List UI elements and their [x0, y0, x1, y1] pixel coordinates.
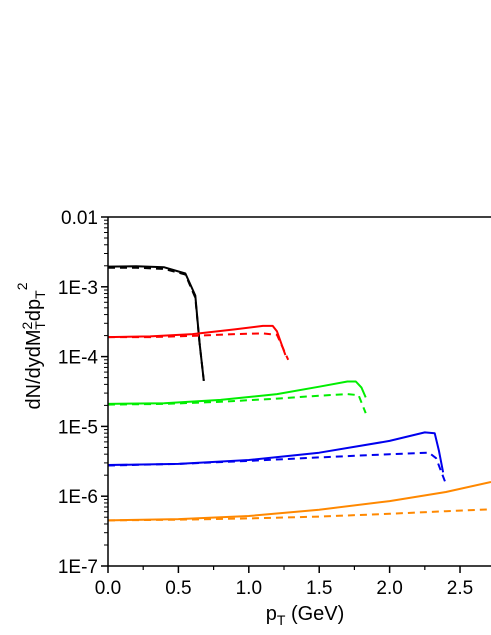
x-tick-label-3: 1.5 [306, 578, 332, 599]
series-line-8 [107, 481, 491, 522]
y-tick-label-2: 1E-4 [58, 348, 99, 369]
x-axis: 0.0 0.5 1.0 1.5 2.0 2.5 [95, 566, 473, 599]
y-tick-label-3: 1E-5 [58, 417, 98, 438]
y-tick-label-4: 1E-6 [58, 487, 98, 508]
series-layer [107, 265, 491, 522]
x-tick-label-1: 0.5 [165, 578, 191, 599]
x-tick-label-5: 2.5 [447, 578, 473, 599]
series-line-6 [107, 431, 445, 473]
y-tick-label-1: 1E-3 [58, 278, 98, 299]
plot-frame [107, 216, 491, 567]
x-tick-label-2: 1.0 [236, 578, 262, 599]
series-line-2 [107, 324, 287, 356]
x-tick-label-4: 2.0 [376, 578, 402, 599]
y-axis: 0.01 1E-3 1E-4 1E-5 1E-6 1E-7 [58, 208, 108, 578]
x-axis-title: pT (GeV) [266, 603, 345, 628]
series-line-1 [108, 266, 205, 381]
series-line-3 [108, 332, 290, 361]
series-line-4 [107, 380, 367, 405]
series-line-5 [107, 393, 367, 414]
series-line-9 [107, 508, 491, 522]
y-axis-title: dN/dydM2TdpT2 [14, 282, 48, 409]
y-tick-label-0: 0.01 [61, 208, 98, 229]
x-tick-label-0: 0.0 [95, 578, 121, 599]
y-tick-label-5: 1E-7 [58, 557, 98, 578]
series-line-7 [107, 451, 447, 485]
